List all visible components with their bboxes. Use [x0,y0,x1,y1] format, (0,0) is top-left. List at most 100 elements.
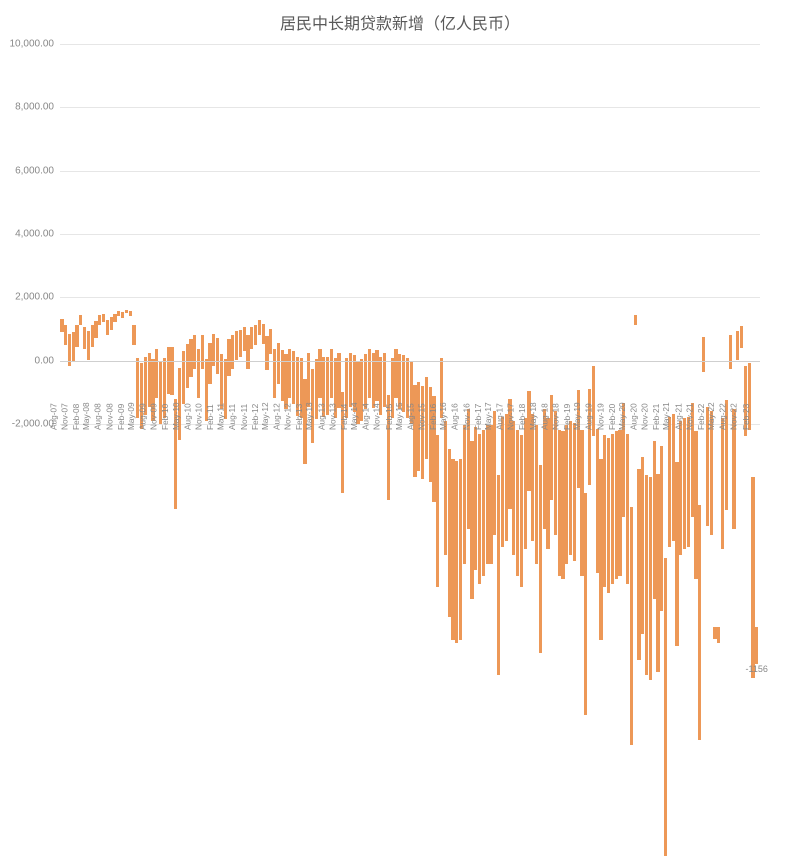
bar-Sep-08[interactable] [110,317,113,329]
bar-Apr-08[interactable] [91,325,94,347]
bar-Aug-07[interactable] [60,319,63,332]
xtick-label-Feb-10: Feb-10 [160,404,170,430]
bar-Apr-22[interactable] [729,335,732,368]
bar-Mar-09[interactable] [132,325,135,346]
bar-Nov-07[interactable] [72,332,75,361]
bar-Apr-14[interactable] [364,354,367,409]
bar-Dec-08[interactable] [121,312,124,318]
bar-Feb-20[interactable] [630,507,633,745]
bar-Jul-12[interactable] [284,354,287,409]
bar-Dec-09[interactable] [167,347,170,394]
bar-Sep-12[interactable] [292,351,295,403]
bar-Aug-08[interactable] [106,320,109,335]
xtick-label-Nov-16: Nov-16 [461,403,471,430]
bar-Apr-13[interactable] [318,349,321,398]
bar-Jul-13[interactable] [330,349,333,398]
bar-Mar-12[interactable] [269,329,272,354]
bar-Dec-21[interactable] [713,627,716,639]
bar-Apr-12[interactable] [273,349,276,398]
bar-May-12[interactable] [277,343,280,385]
bar-Sep-10[interactable] [201,335,204,368]
xtick-label-Nov-14: Nov-14 [372,403,382,430]
bar-Jan-09[interactable] [125,310,128,313]
bar-Feb-09[interactable] [129,311,132,316]
bar-Jul-11[interactable] [239,330,242,357]
bar-Aug-12[interactable] [288,349,291,398]
bar-Jun-11[interactable] [235,331,238,360]
xtick-label-Nov-17: Nov-17 [506,403,516,430]
ytick-label: 8,000.00 [15,102,60,113]
xtick-label-Nov-12: Nov-12 [283,403,293,430]
ytick-label: 4,000.00 [15,229,60,240]
xtick-label-May-20: May-20 [617,402,627,430]
bar-Jun-08[interactable] [98,315,101,325]
xtick-label-Feb-14: Feb-14 [339,404,349,430]
bar-Dec-07[interactable] [75,325,78,347]
bar-Jan-10[interactable] [170,347,173,395]
xtick-label-Aug-07: Aug-07 [48,403,58,430]
bar-Dec-11[interactable] [258,320,261,335]
bar-Apr-11[interactable] [227,339,230,376]
bar-May-08[interactable] [94,321,97,337]
xtick-label-May-14: May-14 [349,402,359,430]
xtick-label-Feb-16: Feb-16 [428,404,438,430]
bar-Nov-11[interactable] [254,325,257,346]
bar-Sep-07[interactable] [64,325,67,346]
xtick-label-May-11: May-11 [216,403,226,430]
bar-Jun-22[interactable] [736,331,739,360]
xtick-label-Aug-22: Aug-22 [718,403,728,430]
bar-Jan-08[interactable] [79,315,82,325]
bar-Nov-20[interactable] [664,558,667,856]
xtick-label-May-10: May-10 [171,402,181,430]
bar-Feb-08[interactable] [83,327,86,350]
bar-Aug-10[interactable] [197,349,200,398]
bar-Sep-21[interactable] [702,337,705,372]
bar-Aug-21[interactable] [698,505,701,740]
xtick-label-Aug-16: Aug-16 [450,403,460,430]
bar-Jul-14[interactable] [375,350,378,401]
bars-container: -1156 [60,44,760,424]
xtick-label-Feb-11: Feb-11 [205,404,215,430]
xtick-label-Aug-15: Aug-15 [405,403,415,430]
xtick-label-May-09: May-09 [126,402,136,430]
xtick-label-Nov-15: Nov-15 [417,403,427,430]
bar-Feb-11[interactable] [220,354,223,409]
bar-Oct-11[interactable] [250,327,253,350]
bar-Jan-22[interactable] [717,627,720,642]
bar-Nov-22[interactable]: -1156 [755,627,758,664]
bar-May-14[interactable] [368,349,371,398]
bar-Sep-09[interactable] [155,349,158,398]
xtick-label-Aug-19: Aug-19 [584,403,594,430]
bar-Jun-10[interactable] [189,339,192,377]
bar-Jan-12[interactable] [262,324,265,344]
chart-area: -2,000.00 0.00 2,000.00 4,000.00 6,000.00 8,0… [60,44,760,424]
xtick-label-Aug-20: Aug-20 [629,403,639,430]
xtick-label-Nov-08: Nov-08 [104,403,114,430]
bar-Jan-11[interactable] [216,338,219,374]
xtick-label-Nov-18: Nov-18 [551,403,561,430]
bar-May-11[interactable] [231,335,234,368]
bar-Apr-10[interactable] [182,351,185,403]
bar-Oct-08[interactable] [113,314,116,322]
xtick-label-Aug-12: Aug-12 [272,403,282,430]
xtick-label-May-19: May-19 [572,402,582,430]
bar-Aug-11[interactable] [243,327,246,351]
xtick-label-Aug-17: Aug-17 [495,403,505,430]
bar-Nov-10[interactable] [208,343,211,385]
bar-Sep-11[interactable] [246,335,249,368]
bar-Mar-20[interactable] [634,315,637,325]
bar-Feb-12[interactable] [265,336,268,370]
xtick-label-Feb-12: Feb-12 [250,404,260,430]
bar-Mar-08[interactable] [87,331,90,360]
xtick-label-Feb-19: Feb-19 [562,404,572,430]
bar-Jul-08[interactable] [102,314,105,322]
xaxis-labels-wrap: Aug-07 Nov-07 Feb-08 May-08 Aug-08 Nov-08 Feb-… [60,424,760,534]
bar-Jun-12[interactable] [281,350,284,401]
bar-Dec-14[interactable] [394,349,397,398]
xtick-label-Aug-09: Aug-09 [138,403,148,430]
bar-Jul-22[interactable] [740,326,743,348]
bar-May-10[interactable] [186,344,189,388]
bar-Nov-08[interactable] [117,311,120,316]
bar-Jul-10[interactable] [193,335,196,368]
xtick-label-May-21: May-21 [662,402,672,430]
